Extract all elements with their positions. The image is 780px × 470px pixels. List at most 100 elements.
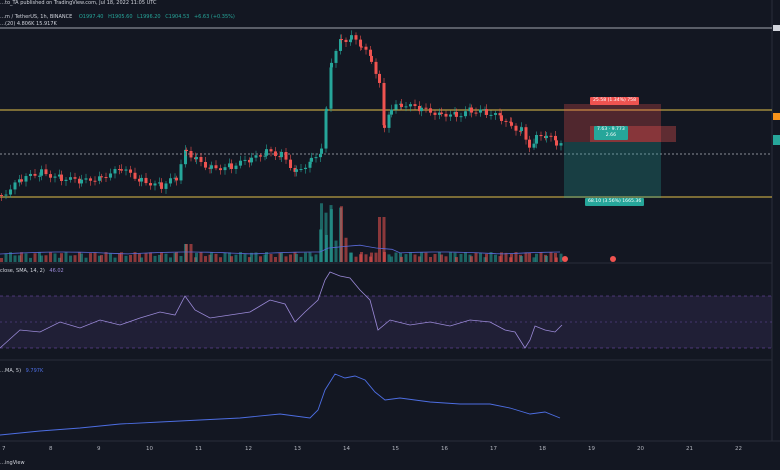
time-axis-label: 10 [146, 446, 153, 452]
volume-bar [514, 252, 518, 262]
candle-body [263, 155, 267, 157]
volume-bar [0, 258, 3, 262]
ratio-label[interactable]: 7.63 · 9.773 2.66 [594, 126, 628, 140]
volume-bar [69, 255, 72, 262]
volume-bar [459, 253, 463, 262]
volume-bar [344, 237, 348, 262]
volume-bar [504, 252, 508, 262]
volume-bar [169, 257, 172, 262]
candle-body [239, 160, 242, 166]
volume-bar [364, 254, 368, 262]
candle-body [44, 169, 48, 175]
candle-body [440, 112, 443, 114]
candle-body [340, 39, 343, 41]
volume-bar [9, 252, 12, 262]
time-axis-label: 14 [343, 446, 350, 452]
candle-body [20, 179, 23, 182]
volume-bar [528, 252, 531, 262]
candle-body [164, 183, 168, 189]
volume-bar [104, 252, 108, 262]
event-flag-icon-2[interactable] [610, 256, 616, 262]
candle-body [38, 175, 41, 177]
candle-body [140, 177, 143, 182]
candle-body [555, 140, 558, 146]
volume-bar [179, 255, 183, 262]
candle-body [49, 174, 52, 178]
volume-bar [49, 252, 52, 262]
candle-body [284, 152, 288, 160]
volume-bar [532, 257, 536, 262]
candle-body [0, 195, 3, 196]
volume-bar [470, 256, 473, 262]
candle-body [510, 122, 513, 126]
volume-bar [510, 253, 513, 262]
candle-body [420, 107, 423, 112]
volume-bar [474, 252, 478, 262]
candle-body [485, 109, 488, 115]
candle-body [104, 177, 108, 179]
volume-bar [284, 256, 288, 262]
candle-body [489, 114, 493, 116]
candle-body [470, 107, 473, 113]
candle-body [559, 143, 563, 146]
ohlc-close: C1904.53 [165, 14, 190, 20]
time-axis-label: 7 [2, 446, 6, 452]
volume-bar [223, 252, 227, 262]
candle-body [554, 135, 557, 141]
candle-body [60, 174, 63, 181]
candle-body [120, 169, 123, 171]
time-axis-label: 8 [49, 446, 53, 452]
candle-body [133, 172, 137, 179]
volume-bar [53, 253, 57, 262]
volume-bar [58, 257, 61, 262]
volume-bar [455, 257, 458, 262]
candlestick-series[interactable] [0, 30, 563, 201]
candle-body [424, 107, 428, 109]
candle-body [330, 62, 333, 68]
volume-bar [234, 254, 238, 262]
candle-body [394, 104, 398, 110]
ohlc-open: O1997.40 [78, 14, 104, 20]
candle-body [378, 73, 381, 83]
target-label[interactable]: 68.10 (3.56%) 1665.36 [585, 198, 645, 206]
candle-body [532, 143, 536, 148]
volume-bar [44, 255, 48, 262]
candle-body [199, 157, 203, 162]
candle-body [418, 105, 421, 112]
candle-body [387, 114, 391, 128]
candle-body [514, 125, 518, 131]
ratio-line-2: 2.66 [605, 133, 616, 138]
stop-label[interactable]: 25.58 (1.34%) 758 [590, 97, 640, 105]
candle-body [129, 169, 132, 173]
candle-body [195, 157, 198, 160]
volume-bar [189, 244, 193, 262]
volume-bar [259, 256, 262, 262]
volume-bar [413, 254, 417, 262]
time-axis-label: 17 [490, 446, 497, 452]
volume-bar [89, 253, 92, 262]
lower-panel-value: 9.797K [25, 368, 44, 374]
time-axis-label: 19 [588, 446, 595, 452]
candle-body [314, 157, 318, 159]
volume-bar [40, 255, 43, 262]
volume-bar [370, 252, 373, 262]
volume-bar [73, 255, 77, 262]
volume-bar [158, 254, 161, 262]
event-flag-icon[interactable] [562, 256, 568, 262]
volume-bar [243, 253, 247, 262]
candle-body [498, 113, 502, 116]
time-axis-label: 9 [97, 446, 101, 452]
candle-body [269, 149, 273, 152]
volume-bar [124, 255, 128, 262]
candle-body [455, 111, 458, 117]
volume-bar [199, 252, 203, 262]
volume-bar [314, 254, 318, 262]
time-axis-label: 20 [637, 446, 644, 452]
take-profit-zone[interactable] [564, 142, 661, 198]
candle-body [494, 113, 497, 115]
volume-bar [120, 252, 123, 262]
volume-bar [289, 254, 292, 262]
ohlc-change: +6.63 (+0.35%) [193, 14, 235, 20]
volume-bar [204, 256, 207, 262]
